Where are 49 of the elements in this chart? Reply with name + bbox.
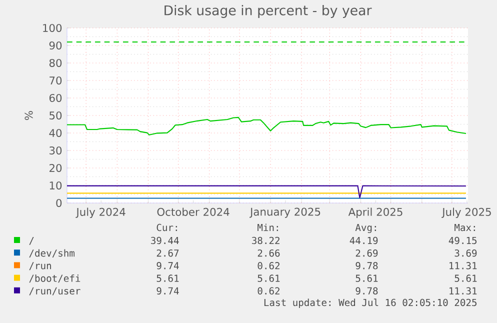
y-axis-title: % [24,111,33,120]
text: 9.74 [156,287,179,295]
text: Max: [454,224,475,232]
text: 9.78 [356,287,378,295]
chart-title: Disk usage in percent - by year [164,5,372,18]
y-tick-label: 60 [49,94,62,102]
y-tick-label: 30 [50,146,62,155]
text: 38.22 [252,236,280,244]
x-tick-label: July 2025 [442,208,491,218]
x-tick-label: January 2025 [250,208,320,218]
y-tick-label: 90 [49,41,62,50]
legend-label: /run/user [29,287,80,296]
text: 5.61 [356,274,378,282]
text: 5.61 [454,274,477,282]
text: 11.31 [450,262,477,270]
text: 2.67 [156,249,179,257]
text: Min: [258,224,278,231]
text: 39.44 [151,236,179,244]
text: 5.61 [258,274,280,282]
text: 9.74 [156,262,179,270]
text: 5.61 [156,274,179,282]
text: 2.69 [356,249,378,257]
text: 0.62 [258,262,280,270]
text: 3.69 [454,249,477,257]
y-tick-label: 80 [49,58,62,68]
legend-label: / [29,236,34,245]
text: 0.62 [258,287,280,295]
text: 9.78 [356,262,378,270]
text: 44.19 [350,236,378,244]
y-tick-label: 50 [50,111,62,120]
x-tick-label: October 2024 [157,208,230,216]
y-tick-label: 0 [56,198,62,208]
text: Last update: Wed Jul 16 02:05:10 2025 [264,298,477,308]
y-tick-label: 100 [43,24,62,32]
y-tick-label: 20 [49,164,62,172]
legend-label: /boot/efi [29,274,80,283]
y-tick-label: 70 [50,76,62,85]
text: Avg: [355,224,376,234]
legend-label: /run [29,262,51,270]
text: 11.31 [450,287,477,295]
y-tick-label: 10 [50,181,62,190]
legend-label: /dev/shm [29,249,74,258]
x-tick-label: April 2025 [348,208,402,218]
line-series [67,116,467,136]
y-tick-label: 40 [49,128,62,138]
text: 2.66 [258,249,280,257]
text: Cur: [156,224,177,232]
x-tick-label: July 2024 [76,208,126,218]
text: 49.15 [448,236,477,244]
